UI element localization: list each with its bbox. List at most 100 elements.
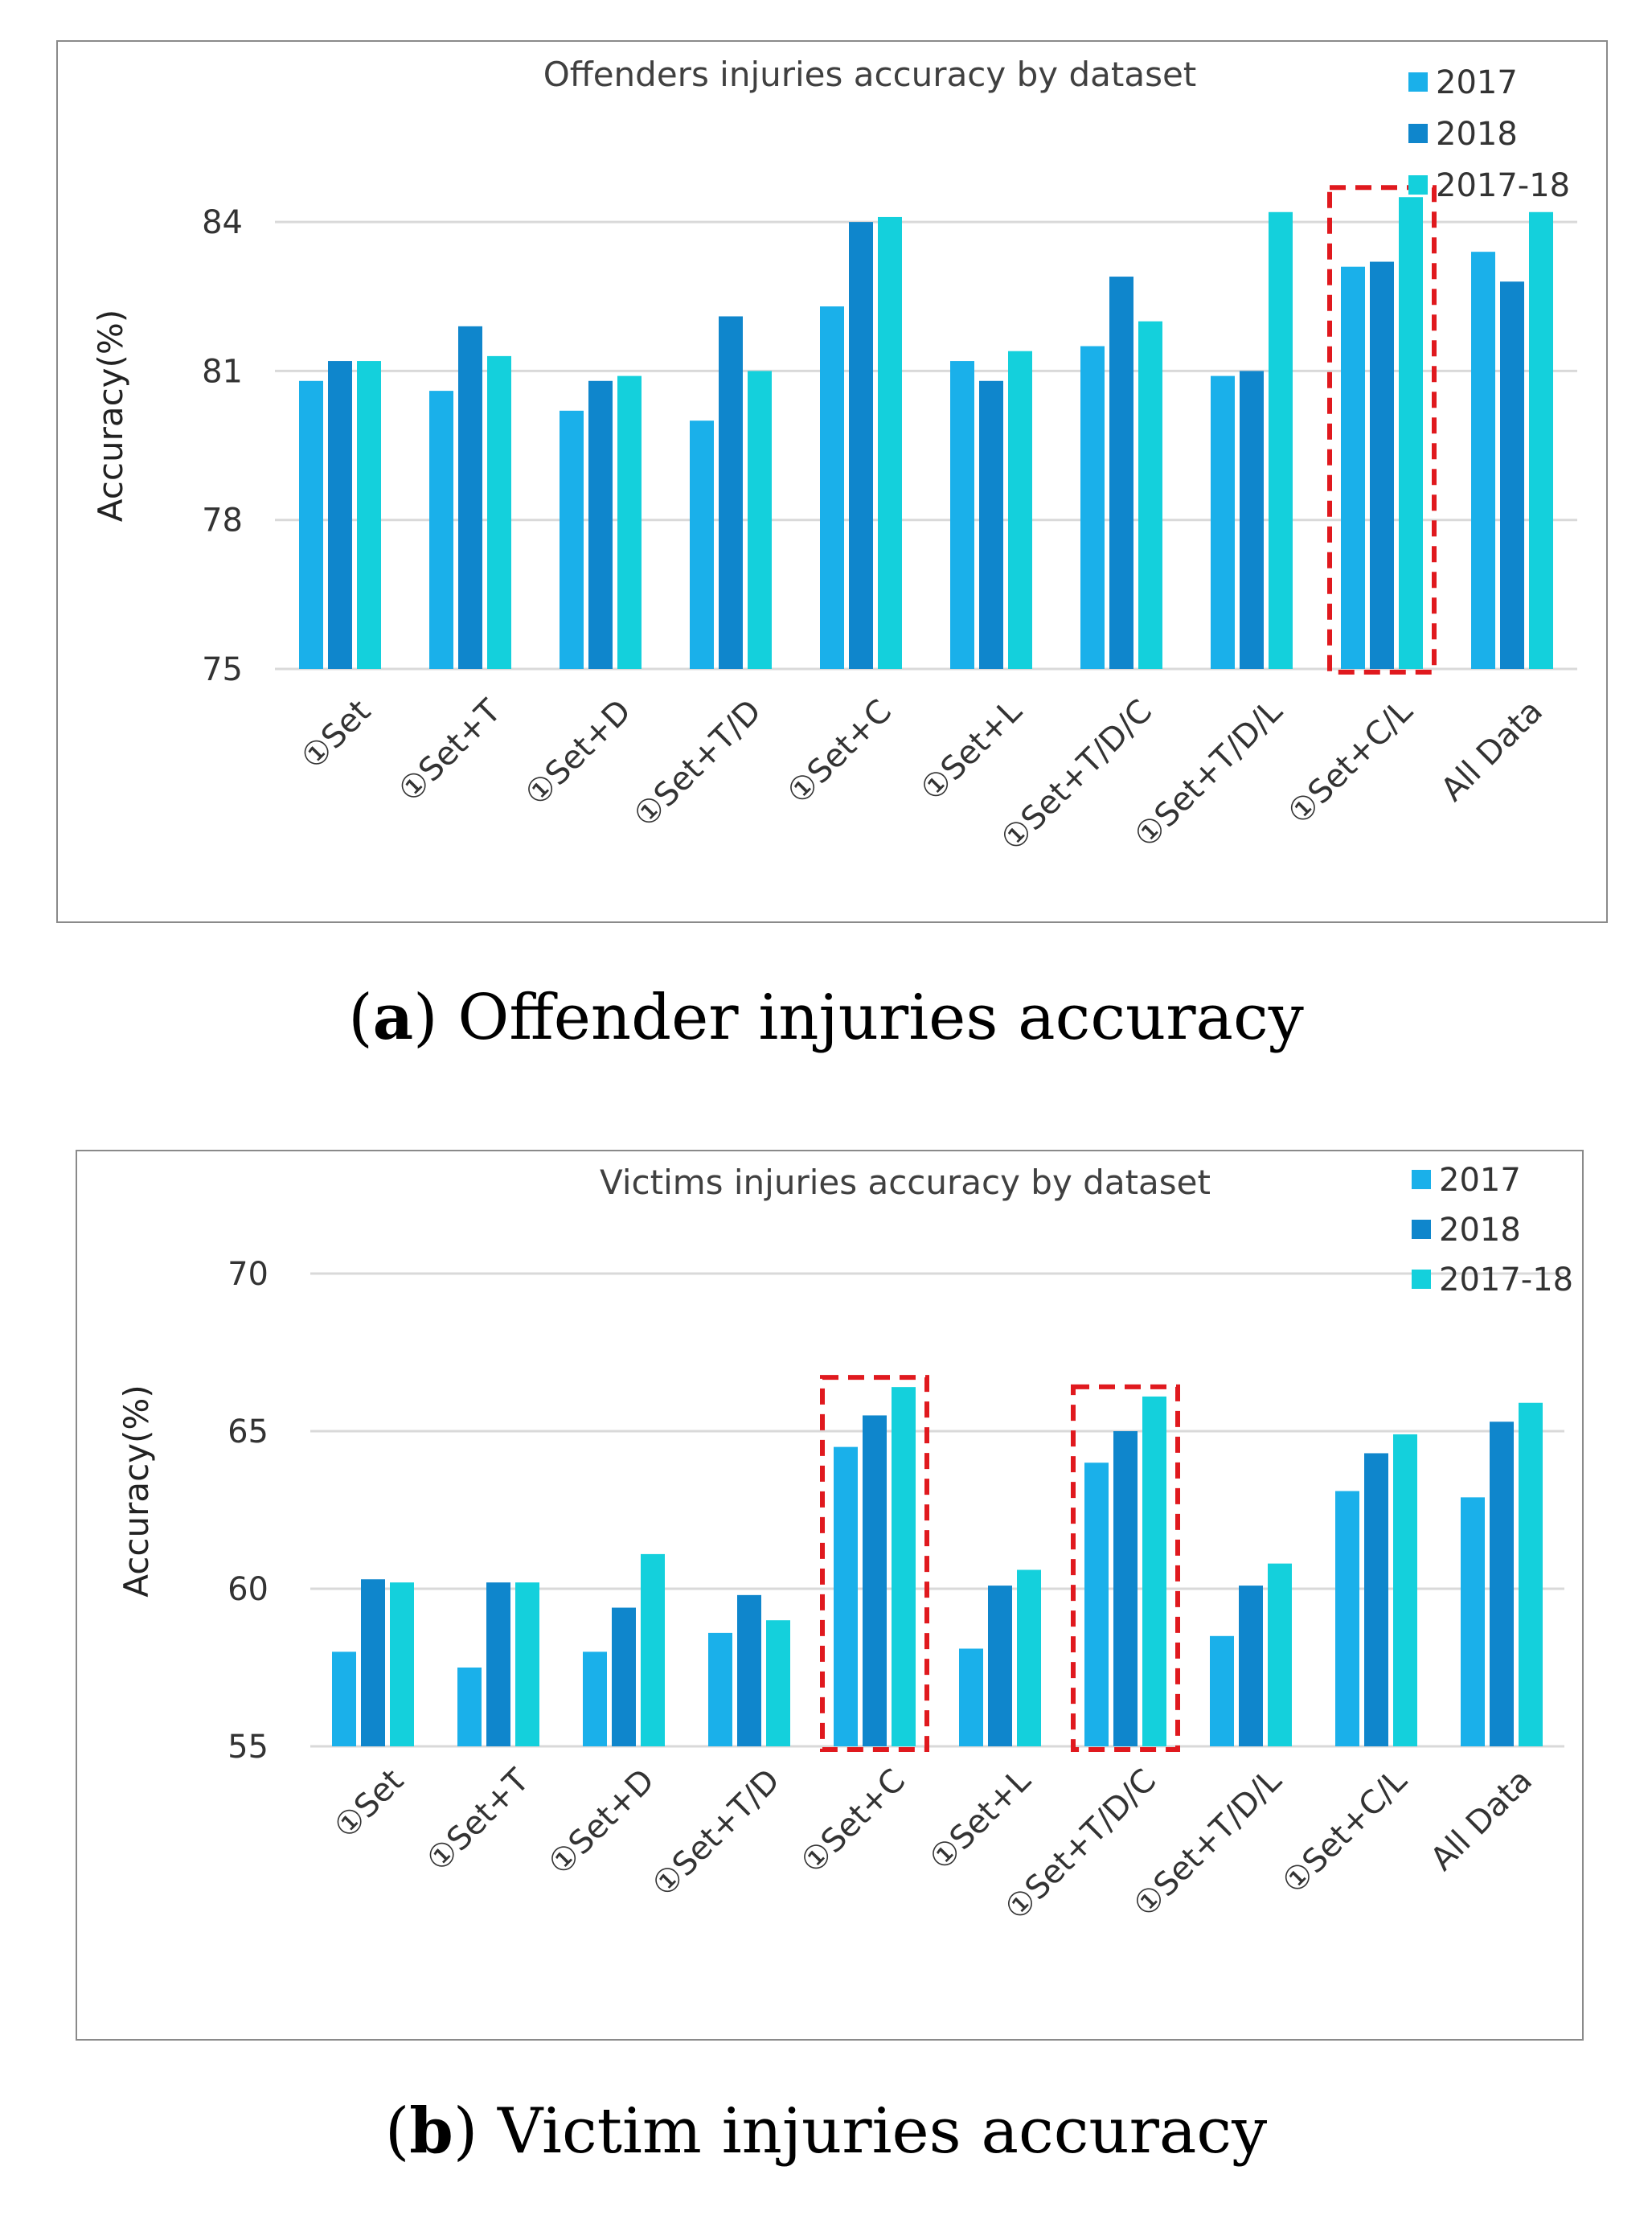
bar-1-set-t-d-c-2017: [1084, 1463, 1109, 1746]
bar-1-set-2017: [332, 1651, 356, 1746]
legend-swatch-2017: [1408, 72, 1428, 92]
legend-label-2018: 2018: [1439, 1212, 1521, 1249]
bar-1-set-t-d-l-2018: [1239, 1586, 1263, 1746]
x-tick-label-1-set-t-d: ①Set+T/D: [626, 693, 769, 835]
y-tick-label: 84: [202, 204, 243, 241]
x-tick-label-1-set-c-l: ①Set+C/L: [1275, 1762, 1415, 1902]
bar-1-set-c-2018: [849, 222, 873, 669]
bar-1-set-t-2017: [429, 391, 453, 669]
caption-offenders: (a) Offender injuries accuracy: [0, 981, 1652, 1054]
legend-label-2018: 2018: [1436, 116, 1518, 153]
bar-1-set-c-l-2017-18: [1393, 1434, 1417, 1746]
bar-1-set-d-2017-18: [617, 375, 642, 669]
x-tick-label-all-data: All Data: [1434, 693, 1550, 809]
bar-all-data-2017-18: [1519, 1402, 1543, 1746]
bar-all-data-2017: [1471, 252, 1495, 669]
y-tick-label: 60: [228, 1571, 269, 1608]
y-axis-title: Accuracy(%): [91, 310, 130, 522]
bar-1-set-2017: [299, 380, 323, 669]
bar-1-set-2017-18: [390, 1582, 414, 1746]
bar-1-set-l-2017: [959, 1648, 983, 1746]
victims-chart: 55 60 65 70 Victims injuries accuracy by dat…: [117, 1162, 1573, 1927]
bar-1-set-c-l-2018: [1364, 1453, 1388, 1746]
y-tick-label: 75: [202, 651, 243, 688]
chart-panel-offenders: 75 78 81 84 Offenders injuries accuracy by d…: [56, 40, 1608, 923]
x-tick-label-all-data: All Data: [1424, 1762, 1539, 1878]
bar-1-set-t-2018: [486, 1582, 510, 1746]
bar-1-set-t-d-c-2017-18: [1138, 321, 1162, 669]
bar-1-set-t-d-l-2017-18: [1268, 1563, 1292, 1746]
x-tick-label-1-set-c-l: ①Set+C/L: [1281, 692, 1420, 832]
bar-1-set-l-2017-18: [1008, 351, 1032, 669]
bar-all-data-2018: [1490, 1422, 1514, 1746]
x-tick-label-1-set-l: ①Set+L: [922, 1762, 1038, 1877]
bar-1-set-2018: [328, 361, 352, 669]
chart-title: Offenders injuries accuracy by dataset: [543, 55, 1197, 94]
bar-all-data-2018: [1500, 281, 1524, 669]
bar-1-set-t-2018: [458, 326, 482, 669]
offenders-chart: 75 78 81 84 Offenders injuries accuracy by d…: [91, 55, 1577, 858]
bar-all-data-2017: [1461, 1497, 1485, 1746]
x-tick-label-1-set: ①Set: [327, 1762, 411, 1846]
highlight-box: [1327, 185, 1437, 675]
x-tick-label-1-set-d: ①Set+D: [518, 693, 638, 814]
bar-1-set-c-l-2017: [1341, 266, 1365, 669]
bar-1-set-t-d-2017-18: [766, 1620, 790, 1746]
bar-1-set-l-2018: [988, 1586, 1012, 1746]
bar-1-set-2018: [361, 1579, 385, 1746]
x-tick-label-1-set-c: ①Set+C: [780, 693, 899, 812]
bar-1-set-t-2017: [457, 1668, 482, 1746]
bar-1-set-t-2017-18: [515, 1582, 539, 1746]
caption-letter: b: [409, 2094, 453, 2168]
bar-1-set-c-l-2018: [1370, 261, 1394, 669]
bar-1-set-c-2017-18: [878, 216, 902, 669]
bar-1-set-t-d-l-2018: [1240, 371, 1264, 669]
legend-label-2017-18: 2017-18: [1439, 1262, 1573, 1298]
x-tick-label-1-set-d: ①Set+D: [541, 1762, 662, 1883]
legend-swatch-2018: [1412, 1220, 1431, 1239]
legend-swatch-2017: [1412, 1170, 1431, 1189]
bar-1-set-l-2017-18: [1017, 1569, 1041, 1746]
y-axis-title: Accuracy(%): [117, 1385, 156, 1597]
legend-swatch-2018: [1408, 124, 1428, 143]
bar-1-set-c-2018: [863, 1415, 887, 1746]
x-tick-label-1-set-c: ①Set+C: [793, 1762, 912, 1881]
bar-1-set-c-l-2017-18: [1399, 197, 1423, 669]
bar-1-set-l-2018: [979, 380, 1003, 669]
caption-paren: (: [384, 2095, 410, 2168]
y-tick-label: 65: [228, 1413, 269, 1450]
bar-1-set-d-2017: [560, 410, 584, 669]
bar-1-set-d-2018: [612, 1607, 636, 1746]
legend-swatch-2017-18: [1408, 175, 1428, 195]
bar-1-set-t-d-2018: [737, 1594, 761, 1746]
legend-label-2017-18: 2017-18: [1436, 167, 1570, 204]
legend-label-2017: 2017: [1436, 64, 1518, 101]
caption-text: ) Offender injuries accuracy: [413, 982, 1304, 1054]
chart-title: Victims injuries accuracy by dataset: [600, 1163, 1211, 1202]
bar-1-set-t-d-2018: [719, 316, 743, 669]
bar-1-set-t-d-2017: [708, 1632, 732, 1746]
legend-swatch-2017-18: [1412, 1270, 1431, 1289]
x-tick-label-1-set-t: ①Set+T: [391, 692, 509, 810]
bar-1-set-t-d-c-2018: [1109, 277, 1133, 669]
bar-1-set-t-d-l-2017-18: [1269, 211, 1293, 669]
bar-1-set-t-d-c-2017: [1080, 346, 1105, 669]
bar-1-set-t-d-l-2017: [1210, 1635, 1234, 1746]
legend-label-2017: 2017: [1439, 1162, 1521, 1199]
caption-text: ) Victim injuries accuracy: [453, 2095, 1268, 2168]
bar-1-set-l-2017: [950, 361, 974, 669]
caption-letter: a: [372, 981, 414, 1054]
chart-panel-victims: 55 60 65 70 Victims injuries accuracy by dat…: [76, 1150, 1584, 2041]
bar-1-set-t-d-2017-18: [748, 371, 772, 669]
bar-1-set-c-l-2017: [1335, 1491, 1359, 1746]
bar-1-set-c-2017: [834, 1446, 858, 1746]
bar-1-set-d-2017: [583, 1651, 607, 1746]
y-tick-label: 70: [228, 1256, 269, 1293]
bar-1-set-t-2017-18: [487, 355, 511, 669]
bar-1-set-d-2018: [588, 380, 613, 669]
bar-1-set-c-2017-18: [892, 1387, 916, 1746]
bar-1-set-c-2017: [820, 306, 844, 669]
bar-1-set-t-d-l-2017: [1211, 375, 1235, 669]
x-tick-label-1-set: ①Set: [294, 693, 378, 777]
caption-paren: (: [348, 982, 373, 1054]
